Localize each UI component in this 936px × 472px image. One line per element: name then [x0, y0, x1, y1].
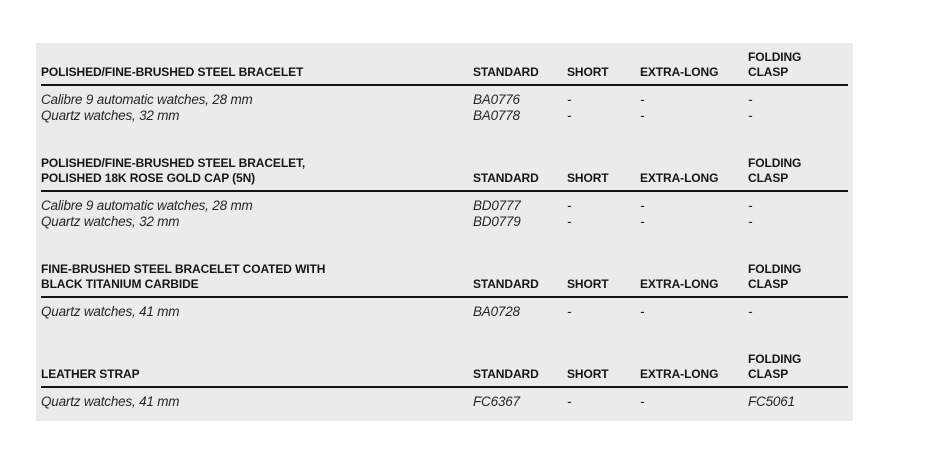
column-header-short: SHORT — [567, 277, 609, 291]
section-title: POLISHED/FINE-BRUSHED STEEL BRACELET, PO… — [41, 156, 306, 185]
extra-long-ref: - — [640, 394, 645, 409]
short-ref: - — [567, 92, 572, 107]
table-row: Quartz watches, 32 mm BA0778 - - - — [41, 108, 848, 124]
section-body: Quartz watches, 41 mm BA0728 - - - — [41, 298, 848, 320]
column-header-short: SHORT — [567, 171, 609, 185]
short-ref: - — [567, 394, 572, 409]
short-ref: - — [567, 198, 572, 213]
standard-ref: BA0778 — [473, 108, 520, 123]
row-description: Quartz watches, 41 mm — [41, 304, 180, 319]
section-header-row: POLISHED/FINE-BRUSHED STEEL BRACELET STA… — [41, 50, 848, 86]
section-black-titanium-carbide-bracelet: FINE-BRUSHED STEEL BRACELET COATED WITH … — [41, 262, 848, 320]
folding-clasp-ref: - — [748, 92, 753, 107]
folding-clasp-ref: - — [748, 304, 753, 319]
column-header-folding-clasp: FOLDING CLASP — [748, 262, 802, 291]
section-title: LEATHER STRAP — [41, 367, 140, 381]
table-row: Calibre 9 automatic watches, 28 mm BA077… — [41, 92, 848, 108]
folding-clasp-ref: - — [748, 108, 753, 123]
standard-ref: FC6367 — [473, 394, 520, 409]
table-row: Quartz watches, 32 mm BD0779 - - - — [41, 214, 848, 230]
column-header-standard: STANDARD — [473, 277, 539, 291]
column-header-standard: STANDARD — [473, 65, 539, 79]
column-header-short: SHORT — [567, 65, 609, 79]
extra-long-ref: - — [640, 108, 645, 123]
section-polished-steel-rose-gold-cap: POLISHED/FINE-BRUSHED STEEL BRACELET, PO… — [41, 156, 848, 230]
extra-long-ref: - — [640, 198, 645, 213]
standard-ref: BA0728 — [473, 304, 520, 319]
row-description: Quartz watches, 32 mm — [41, 108, 180, 123]
row-description: Calibre 9 automatic watches, 28 mm — [41, 92, 253, 107]
short-ref: - — [567, 214, 572, 229]
column-header-standard: STANDARD — [473, 367, 539, 381]
section-title: FINE-BRUSHED STEEL BRACELET COATED WITH … — [41, 262, 326, 291]
extra-long-ref: - — [640, 214, 645, 229]
column-header-short: SHORT — [567, 367, 609, 381]
section-title: POLISHED/FINE-BRUSHED STEEL BRACELET — [41, 65, 304, 79]
column-header-extra-long: EXTRA-LONG — [640, 277, 719, 291]
column-header-standard: STANDARD — [473, 171, 539, 185]
extra-long-ref: - — [640, 92, 645, 107]
folding-clasp-ref: - — [748, 198, 753, 213]
section-header-row: LEATHER STRAP STANDARD SHORT EXTRA-LONG … — [41, 352, 848, 388]
table-row: Quartz watches, 41 mm BA0728 - - - — [41, 304, 848, 320]
standard-ref: BA0776 — [473, 92, 520, 107]
folding-clasp-ref: - — [748, 214, 753, 229]
table-row: Quartz watches, 41 mm FC6367 - - FC5061 — [41, 394, 848, 410]
standard-ref: BD0779 — [473, 214, 521, 229]
column-header-folding-clasp: FOLDING CLASP — [748, 352, 802, 381]
section-body: Quartz watches, 41 mm FC6367 - - FC5061 — [41, 388, 848, 410]
column-header-folding-clasp: FOLDING CLASP — [748, 156, 802, 185]
column-header-extra-long: EXTRA-LONG — [640, 171, 719, 185]
column-header-folding-clasp: FOLDING CLASP — [748, 50, 802, 79]
extra-long-ref: - — [640, 304, 645, 319]
column-header-extra-long: EXTRA-LONG — [640, 367, 719, 381]
section-header-row: FINE-BRUSHED STEEL BRACELET COATED WITH … — [41, 262, 848, 298]
row-description: Quartz watches, 32 mm — [41, 214, 180, 229]
folding-clasp-ref: FC5061 — [748, 394, 795, 409]
section-polished-steel-bracelet: POLISHED/FINE-BRUSHED STEEL BRACELET STA… — [41, 50, 848, 124]
row-description: Calibre 9 automatic watches, 28 mm — [41, 198, 253, 213]
table-row: Calibre 9 automatic watches, 28 mm BD077… — [41, 198, 848, 214]
section-leather-strap: LEATHER STRAP STANDARD SHORT EXTRA-LONG … — [41, 352, 848, 410]
section-body: Calibre 9 automatic watches, 28 mm BA077… — [41, 86, 848, 124]
section-body: Calibre 9 automatic watches, 28 mm BD077… — [41, 192, 848, 230]
column-header-extra-long: EXTRA-LONG — [640, 65, 719, 79]
short-ref: - — [567, 108, 572, 123]
section-header-row: POLISHED/FINE-BRUSHED STEEL BRACELET, PO… — [41, 156, 848, 192]
row-description: Quartz watches, 41 mm — [41, 394, 180, 409]
short-ref: - — [567, 304, 572, 319]
standard-ref: BD0777 — [473, 198, 521, 213]
bracelet-reference-table: POLISHED/FINE-BRUSHED STEEL BRACELET STA… — [36, 43, 853, 421]
